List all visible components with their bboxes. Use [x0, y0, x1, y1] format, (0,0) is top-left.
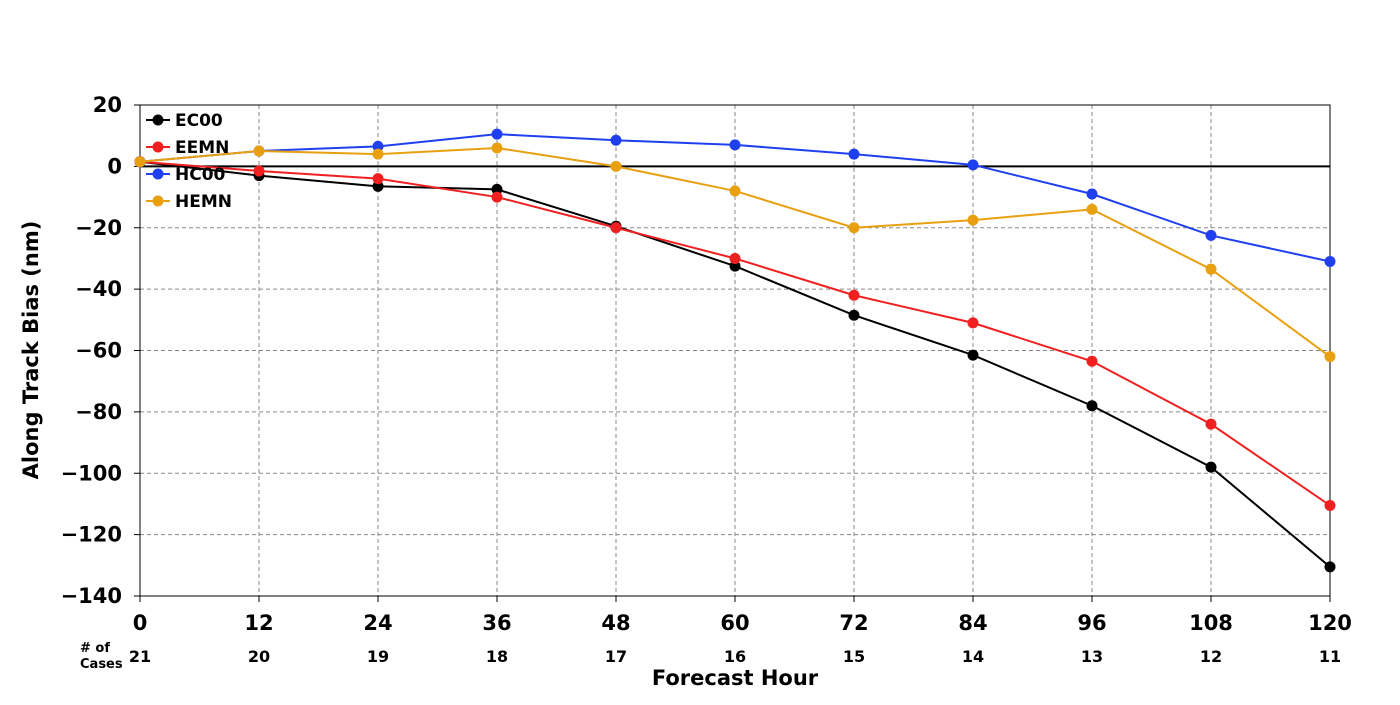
case-count-label: 12	[1200, 647, 1222, 666]
x-tick-label: 108	[1189, 611, 1233, 635]
y-tick-label: −60	[75, 339, 122, 363]
data-point-eemn	[1086, 355, 1098, 367]
x-tick-label: 0	[133, 611, 148, 635]
legend: EC00 EEMN HC00 HEMN	[146, 111, 232, 212]
case-count-label: 18	[486, 647, 508, 666]
legend-marker-eemn	[152, 141, 164, 153]
data-point-hemn	[848, 222, 860, 234]
data-point-hc00	[1324, 256, 1336, 268]
data-point-eemn	[253, 165, 265, 177]
data-point-hemn	[1324, 351, 1336, 363]
data-point-hc00	[610, 134, 622, 146]
data-point-hc00	[1086, 188, 1098, 200]
case-count-label: 13	[1081, 647, 1103, 666]
data-point-hc00	[491, 128, 503, 140]
y-axis-title: Along Track Bias (nm)	[19, 221, 43, 480]
case-count-label: 14	[962, 647, 984, 666]
data-point-hemn	[967, 214, 979, 226]
axis-layer: 20 0 −20 −40 −60 −80 −100 −120 −140 0 21 12 20 24 19 36…	[61, 93, 1352, 666]
data-point-hc00	[848, 148, 860, 160]
data-point-eemn	[729, 252, 741, 264]
x-tick-label: 12	[244, 611, 273, 635]
data-point-hc00	[1205, 229, 1217, 241]
cases-header-line2: Cases	[80, 657, 123, 672]
legend-label-hemn: HEMN	[175, 192, 232, 212]
legend-label-eemn: EEMN	[175, 138, 229, 158]
x-tick-label: 120	[1308, 611, 1352, 635]
case-count-label: 20	[248, 647, 270, 666]
data-point-ec00	[372, 180, 384, 192]
data-point-eemn	[610, 222, 622, 234]
case-count-label: 15	[843, 647, 865, 666]
plot-frame	[139, 104, 1331, 597]
data-point-ec00	[491, 183, 503, 195]
x-tick-label: 48	[601, 611, 630, 635]
y-tick-label: −20	[75, 216, 122, 240]
data-point-hemn	[253, 145, 265, 157]
data-point-ec00	[967, 349, 979, 361]
data-point-ec00	[1205, 461, 1217, 473]
y-tick-label: −140	[61, 584, 122, 608]
legend-marker-hc00	[152, 168, 164, 180]
y-tick-label: 20	[93, 93, 122, 117]
data-point-hc00	[967, 159, 979, 171]
x-tick-label: 84	[958, 611, 987, 635]
data-point-eemn	[1205, 418, 1217, 430]
case-count-label: 17	[605, 647, 627, 666]
data-point-ec00	[729, 260, 741, 272]
data-point-ec00	[1324, 561, 1336, 573]
x-tick-label: 36	[482, 611, 511, 635]
data-point-eemn	[848, 289, 860, 301]
grid-layer	[140, 105, 1330, 596]
series-layer	[134, 128, 1336, 573]
case-count-label: 16	[724, 647, 746, 666]
x-axis-title: Forecast Hour	[652, 666, 819, 690]
y-tick-label: −40	[75, 277, 122, 301]
data-point-hemn	[372, 148, 384, 160]
x-tick-label: 72	[839, 611, 868, 635]
data-point-eemn	[1324, 499, 1336, 511]
case-count-label: 11	[1319, 647, 1341, 666]
case-count-label: 19	[367, 647, 389, 666]
data-point-ec00	[1086, 400, 1098, 412]
legend-marker-hemn	[152, 195, 164, 207]
cases-header-line1: # of	[80, 641, 110, 656]
x-tick-label: 96	[1077, 611, 1106, 635]
y-tick-label: −120	[61, 523, 122, 547]
data-point-hemn	[134, 156, 146, 168]
legend-label-hc00: HC00	[175, 165, 226, 185]
data-point-hemn	[610, 160, 622, 172]
x-tick-label: 24	[363, 611, 392, 635]
data-point-eemn	[491, 191, 503, 203]
data-point-hemn	[1205, 263, 1217, 275]
y-tick-label: −100	[61, 461, 122, 485]
x-tick-label: 60	[720, 611, 749, 635]
y-tick-label: 0	[107, 154, 122, 178]
data-point-hemn	[729, 185, 741, 197]
y-tick-label: −80	[75, 400, 122, 424]
data-point-eemn	[372, 173, 384, 185]
data-point-ec00	[848, 309, 860, 321]
case-count-label: 21	[129, 647, 151, 666]
data-point-hc00	[729, 139, 741, 151]
data-point-hemn	[491, 142, 503, 154]
data-point-hc00	[372, 140, 384, 152]
legend-label-ec00: EC00	[175, 111, 223, 131]
legend-marker-ec00	[152, 114, 164, 126]
data-point-hemn	[1086, 203, 1098, 215]
data-point-eemn	[967, 317, 979, 329]
